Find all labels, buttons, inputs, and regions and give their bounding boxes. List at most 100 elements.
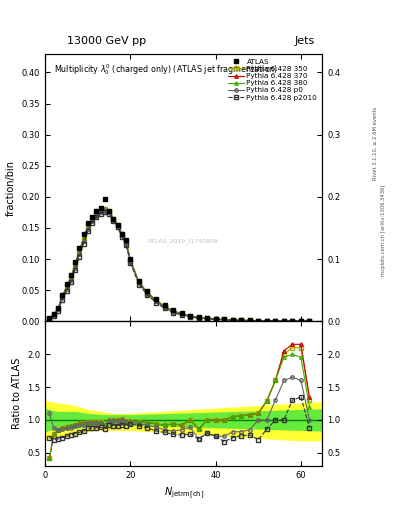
Pythia 6.428 p2010 [73,267,77,273]
Pythia 6.428 370 [213,316,218,322]
Text: Rivet 3.1.10, ≥ 2.6M events: Rivet 3.1.10, ≥ 2.6M events [373,106,378,180]
Pythia 6.428 p2010 [230,317,235,324]
ATLAS [222,316,227,323]
Pythia 6.428 380 [60,293,64,300]
Pythia 6.428 p0 [162,305,167,311]
Pythia 6.428 370 [115,222,120,228]
Pythia 6.428 370 [145,290,150,296]
Pythia 6.428 p2010 [154,300,158,306]
Pythia 6.428 380 [124,239,129,245]
ATLAS [248,317,252,324]
Text: Multiplicity $\lambda_0^0$ (charged only) (ATLAS jet fragmentation): Multiplicity $\lambda_0^0$ (charged only… [53,62,278,77]
Pythia 6.428 p0 [81,238,86,244]
Pythia 6.428 350 [81,236,86,242]
Pythia 6.428 p2010 [307,318,312,324]
Pythia 6.428 370 [162,303,167,309]
Line: Pythia 6.428 p0: Pythia 6.428 p0 [48,209,311,323]
Pythia 6.428 p2010 [162,305,167,311]
Pythia 6.428 350 [73,262,77,268]
Pythia 6.428 350 [145,290,150,296]
Legend: ATLAS, Pythia 6.428 350, Pythia 6.428 370, Pythia 6.428 380, Pythia 6.428 p0, Py: ATLAS, Pythia 6.428 350, Pythia 6.428 37… [226,57,319,102]
Pythia 6.428 370 [56,306,61,312]
Text: ATLAS_2019_I1740909: ATLAS_2019_I1740909 [148,238,219,244]
ATLAS [230,317,235,323]
ATLAS [171,307,175,313]
Pythia 6.428 p2010 [290,318,295,324]
Pythia 6.428 p2010 [81,241,86,247]
Line: Pythia 6.428 350: Pythia 6.428 350 [48,207,311,323]
Pythia 6.428 380 [107,208,112,214]
Pythia 6.428 p0 [248,317,252,324]
Pythia 6.428 350 [273,318,278,324]
ATLAS [56,305,61,311]
Pythia 6.428 p0 [77,251,82,257]
Pythia 6.428 380 [68,274,73,281]
Pythia 6.428 350 [222,316,227,323]
Pythia 6.428 380 [299,318,303,324]
ATLAS [81,231,86,237]
Pythia 6.428 p0 [222,317,227,323]
Pythia 6.428 p0 [94,213,99,219]
Text: Jets: Jets [294,36,314,46]
Pythia 6.428 350 [256,317,261,324]
Pythia 6.428 350 [90,217,94,223]
Pythia 6.428 380 [273,318,278,324]
Pythia 6.428 350 [47,316,52,322]
Pythia 6.428 370 [171,308,175,314]
Pythia 6.428 350 [51,311,56,317]
Line: Pythia 6.428 380: Pythia 6.428 380 [48,207,311,323]
Pythia 6.428 p0 [239,317,244,324]
Pythia 6.428 370 [299,318,303,324]
ATLAS [107,208,112,214]
ATLAS [307,318,312,324]
Pythia 6.428 370 [222,316,227,323]
Pythia 6.428 p2010 [248,317,252,324]
Pythia 6.428 380 [119,230,124,237]
ATLAS [51,311,56,317]
Pythia 6.428 370 [179,311,184,317]
Pythia 6.428 370 [124,239,129,245]
Pythia 6.428 p2010 [77,253,82,260]
ATLAS [273,318,278,324]
ATLAS [299,318,303,324]
Pythia 6.428 350 [68,274,73,281]
Pythia 6.428 380 [111,216,116,222]
Pythia 6.428 p2010 [205,316,209,322]
ATLAS [256,317,261,324]
Pythia 6.428 370 [137,279,141,285]
Pythia 6.428 p2010 [299,318,303,324]
ATLAS [90,214,94,220]
ATLAS [73,259,77,265]
Pythia 6.428 380 [264,317,269,324]
Pythia 6.428 350 [85,224,90,230]
Pythia 6.428 p0 [171,309,175,315]
Pythia 6.428 p0 [111,217,116,223]
Pythia 6.428 380 [73,262,77,268]
Pythia 6.428 p2010 [111,218,116,224]
Pythia 6.428 350 [111,216,116,222]
Pythia 6.428 p2010 [239,317,244,324]
Pythia 6.428 p2010 [273,318,278,324]
Pythia 6.428 350 [290,318,295,324]
Pythia 6.428 p2010 [196,315,201,321]
Pythia 6.428 350 [239,317,244,323]
Pythia 6.428 370 [81,236,86,242]
Pythia 6.428 p0 [119,232,124,239]
Pythia 6.428 380 [281,318,286,324]
ATLAS [64,281,69,287]
Y-axis label: Ratio to ATLAS: Ratio to ATLAS [12,358,22,429]
Pythia 6.428 380 [64,284,69,290]
Pythia 6.428 380 [230,317,235,323]
Pythia 6.428 p0 [56,306,61,312]
ATLAS [290,318,295,324]
Pythia 6.428 370 [205,315,209,321]
Pythia 6.428 p0 [73,265,77,271]
ATLAS [68,271,73,278]
Pythia 6.428 350 [299,318,303,324]
Pythia 6.428 p0 [281,318,286,324]
Pythia 6.428 350 [115,222,120,228]
Pythia 6.428 p0 [60,294,64,301]
Pythia 6.428 380 [188,313,193,319]
Pythia 6.428 380 [85,224,90,230]
Pythia 6.428 350 [307,318,312,324]
